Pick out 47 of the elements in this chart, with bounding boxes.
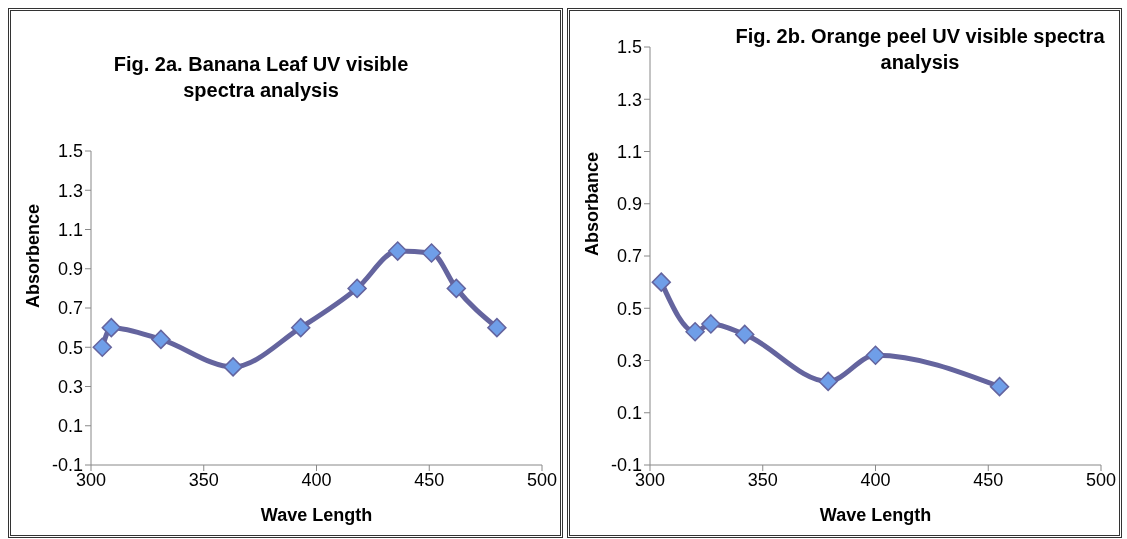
point: [290, 317, 311, 338]
point: [101, 317, 122, 338]
y-tick-label: 0.9: [616, 194, 642, 215]
x-tick-label: 450: [973, 469, 1004, 490]
y-tick-label: 1.5: [616, 37, 642, 58]
y-tick-label: 1.1: [616, 141, 642, 162]
y-tick-label: 0.1: [57, 416, 83, 437]
x-tick-label: 350: [747, 469, 778, 490]
point: [387, 241, 408, 261]
point: [685, 322, 705, 342]
point: [223, 357, 243, 377]
point: [989, 376, 1010, 397]
chart-title: Fig. 2a. Banana Leaf UV visible spectra analysis: [112, 52, 410, 103]
y-tick-label: 0.9: [57, 259, 83, 280]
y-axis-title: Absorbence: [23, 203, 44, 308]
x-tick-label: 500: [1085, 469, 1117, 490]
x-tick-label: 450: [414, 469, 445, 490]
point: [92, 337, 113, 357]
y-tick-label: 0.7: [616, 246, 642, 267]
x-tick-label: 500: [526, 469, 558, 490]
point: [347, 278, 367, 299]
point: [818, 371, 838, 392]
point: [421, 243, 442, 263]
point: [734, 324, 755, 345]
x-tick-label: 350: [188, 469, 219, 490]
y-tick-label: 0.3: [616, 350, 642, 371]
point: [865, 345, 886, 366]
point: [701, 314, 721, 334]
x-tick-label: 400: [860, 469, 891, 490]
y-tick-label: 1.5: [57, 141, 83, 162]
point: [487, 317, 507, 338]
point: [151, 329, 171, 350]
y-tick-label: 0.7: [57, 298, 83, 319]
point: [651, 272, 672, 292]
x-tick-label: 400: [301, 469, 332, 490]
y-tick-label: 1.3: [616, 89, 642, 110]
y-tick-label: 0.3: [57, 376, 83, 397]
x-axis-title: Wave Length: [260, 505, 373, 525]
y-tick-label: 0.5: [57, 337, 83, 358]
y-tick-label: 0.1: [616, 403, 642, 424]
point: [446, 278, 467, 299]
y-tick-label: 0.5: [616, 298, 642, 319]
chart-title: Fig. 2b. Orange peel UV visible spectra analysis: [734, 24, 1106, 75]
x-axis-title: Wave Length: [819, 505, 932, 525]
y-axis-title: Absorbance: [582, 151, 603, 256]
y-tick-label: 1.1: [57, 219, 83, 240]
y-tick-label: 1.3: [57, 180, 83, 201]
